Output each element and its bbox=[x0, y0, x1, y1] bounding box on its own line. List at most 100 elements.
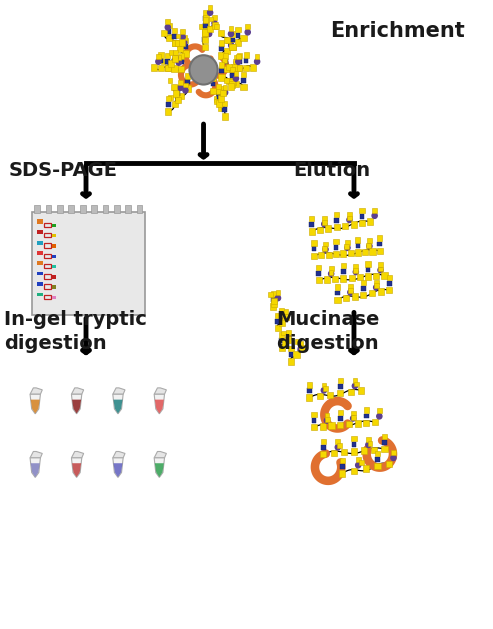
Text: Elution: Elution bbox=[293, 160, 370, 180]
Circle shape bbox=[321, 387, 326, 393]
Polygon shape bbox=[322, 216, 327, 221]
Polygon shape bbox=[220, 90, 226, 96]
Polygon shape bbox=[344, 244, 349, 249]
Polygon shape bbox=[282, 314, 288, 320]
Polygon shape bbox=[224, 78, 229, 82]
Polygon shape bbox=[30, 394, 40, 414]
Polygon shape bbox=[369, 248, 376, 255]
Polygon shape bbox=[351, 415, 356, 420]
Polygon shape bbox=[151, 64, 157, 70]
Polygon shape bbox=[275, 325, 281, 331]
Polygon shape bbox=[230, 73, 235, 78]
Polygon shape bbox=[312, 247, 317, 252]
Polygon shape bbox=[212, 22, 218, 28]
Polygon shape bbox=[364, 413, 369, 418]
Polygon shape bbox=[243, 65, 249, 71]
Polygon shape bbox=[230, 67, 235, 72]
Polygon shape bbox=[113, 399, 122, 413]
Polygon shape bbox=[363, 465, 369, 472]
Polygon shape bbox=[172, 40, 177, 47]
Polygon shape bbox=[312, 240, 317, 246]
Polygon shape bbox=[279, 345, 284, 351]
Polygon shape bbox=[214, 24, 219, 29]
Bar bbox=[36, 219, 43, 224]
Circle shape bbox=[234, 60, 239, 65]
Bar bbox=[44, 294, 51, 299]
Polygon shape bbox=[159, 58, 163, 64]
Circle shape bbox=[228, 31, 234, 36]
Polygon shape bbox=[31, 463, 40, 477]
Polygon shape bbox=[340, 276, 347, 282]
Polygon shape bbox=[322, 220, 326, 225]
Bar bbox=[137, 206, 142, 213]
Polygon shape bbox=[365, 261, 371, 267]
Polygon shape bbox=[366, 267, 370, 272]
Polygon shape bbox=[334, 224, 340, 230]
Polygon shape bbox=[387, 281, 391, 286]
Polygon shape bbox=[30, 452, 42, 458]
Polygon shape bbox=[368, 441, 372, 446]
Polygon shape bbox=[218, 74, 225, 81]
Polygon shape bbox=[155, 463, 164, 477]
Polygon shape bbox=[211, 75, 215, 81]
Polygon shape bbox=[155, 399, 164, 413]
Polygon shape bbox=[345, 240, 350, 245]
Polygon shape bbox=[222, 107, 227, 112]
Polygon shape bbox=[341, 449, 347, 455]
Polygon shape bbox=[202, 38, 207, 42]
Polygon shape bbox=[241, 78, 246, 82]
Polygon shape bbox=[361, 279, 366, 285]
Circle shape bbox=[165, 25, 171, 30]
Polygon shape bbox=[318, 252, 324, 259]
Polygon shape bbox=[214, 96, 220, 103]
Polygon shape bbox=[271, 298, 276, 303]
Circle shape bbox=[254, 59, 260, 64]
Circle shape bbox=[176, 60, 181, 65]
Polygon shape bbox=[325, 417, 330, 421]
Polygon shape bbox=[325, 252, 332, 258]
Polygon shape bbox=[183, 44, 188, 49]
Circle shape bbox=[180, 34, 185, 40]
Polygon shape bbox=[237, 53, 242, 58]
Polygon shape bbox=[203, 15, 209, 21]
Polygon shape bbox=[347, 212, 352, 217]
Polygon shape bbox=[176, 55, 181, 60]
Polygon shape bbox=[218, 52, 225, 58]
Polygon shape bbox=[351, 448, 357, 455]
Polygon shape bbox=[335, 291, 340, 296]
Circle shape bbox=[208, 10, 212, 15]
Polygon shape bbox=[166, 35, 172, 42]
Polygon shape bbox=[219, 69, 224, 73]
Polygon shape bbox=[241, 84, 246, 90]
Polygon shape bbox=[328, 270, 333, 275]
Polygon shape bbox=[223, 53, 228, 58]
Polygon shape bbox=[348, 284, 352, 289]
Polygon shape bbox=[346, 421, 352, 428]
Polygon shape bbox=[375, 457, 380, 462]
Polygon shape bbox=[178, 65, 184, 72]
Circle shape bbox=[245, 30, 250, 35]
Bar bbox=[36, 272, 43, 276]
Polygon shape bbox=[352, 378, 357, 383]
Polygon shape bbox=[172, 40, 177, 47]
Polygon shape bbox=[356, 457, 360, 462]
Polygon shape bbox=[352, 442, 356, 447]
Polygon shape bbox=[319, 423, 326, 430]
Text: In-gel tryptic
digestion: In-gel tryptic digestion bbox=[4, 310, 146, 353]
Polygon shape bbox=[348, 287, 353, 292]
Polygon shape bbox=[382, 440, 387, 445]
Polygon shape bbox=[219, 40, 224, 45]
Polygon shape bbox=[235, 39, 241, 46]
Polygon shape bbox=[234, 55, 239, 60]
Polygon shape bbox=[312, 418, 317, 423]
Polygon shape bbox=[338, 378, 343, 383]
Polygon shape bbox=[282, 340, 287, 347]
Polygon shape bbox=[317, 226, 323, 233]
Polygon shape bbox=[113, 388, 125, 394]
Circle shape bbox=[351, 416, 356, 421]
Polygon shape bbox=[172, 28, 177, 33]
Polygon shape bbox=[337, 422, 343, 428]
Polygon shape bbox=[233, 59, 238, 64]
Polygon shape bbox=[323, 242, 328, 247]
Polygon shape bbox=[231, 67, 236, 72]
